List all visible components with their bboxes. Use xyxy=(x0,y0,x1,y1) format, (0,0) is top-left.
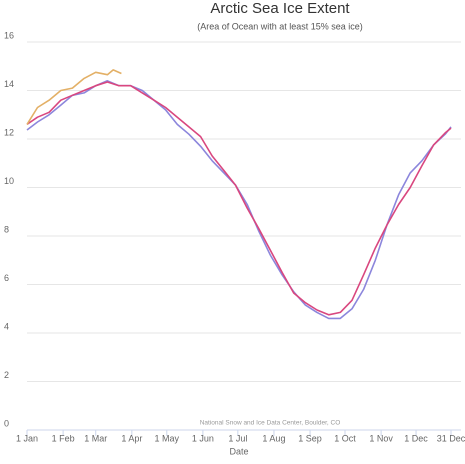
x-tick-label: 1 Jun xyxy=(192,433,214,443)
x-tick-label: 1 Sep xyxy=(298,433,322,443)
y-tick-label: 10 xyxy=(4,176,14,186)
x-tick-label: 1 Feb xyxy=(52,433,75,443)
y-tick-label: 14 xyxy=(4,79,14,89)
x-tick-label: 1 Mar xyxy=(84,433,107,443)
series-line xyxy=(26,80,452,320)
y-tick-label: 0 xyxy=(4,418,9,428)
x-tick-label: 1 Aug xyxy=(262,433,285,443)
x-tick-label: 1 Jan xyxy=(16,433,38,443)
y-tick-label: 16 xyxy=(4,30,14,40)
chart-subtitle: (Area of Ocean with at least 15% sea ice… xyxy=(197,21,363,31)
y-tick-label: 4 xyxy=(4,321,9,331)
x-tick-label: 1 Apr xyxy=(121,433,142,443)
x-tick-label: 1 Nov xyxy=(369,433,393,443)
x-tick-label: 1 Oct xyxy=(334,433,356,443)
x-axis-label: Date xyxy=(229,446,248,456)
y-tick-label: 6 xyxy=(4,273,9,283)
x-tick-label: 31 Dec xyxy=(437,433,465,443)
y-tick-label: 8 xyxy=(4,224,9,234)
series-line xyxy=(26,81,452,316)
x-tick-label: 1 Dec xyxy=(404,433,428,443)
x-tick-label: 1 Jul xyxy=(228,433,247,443)
series-line xyxy=(26,69,122,125)
credit: National Snow and Ice Data Center, Bould… xyxy=(200,420,341,427)
y-tick-label: 2 xyxy=(4,370,9,380)
chart-title: Arctic Sea Ice Extent xyxy=(210,0,350,17)
x-tick-label: 1 May xyxy=(155,433,180,443)
y-tick-label: 12 xyxy=(4,127,14,137)
